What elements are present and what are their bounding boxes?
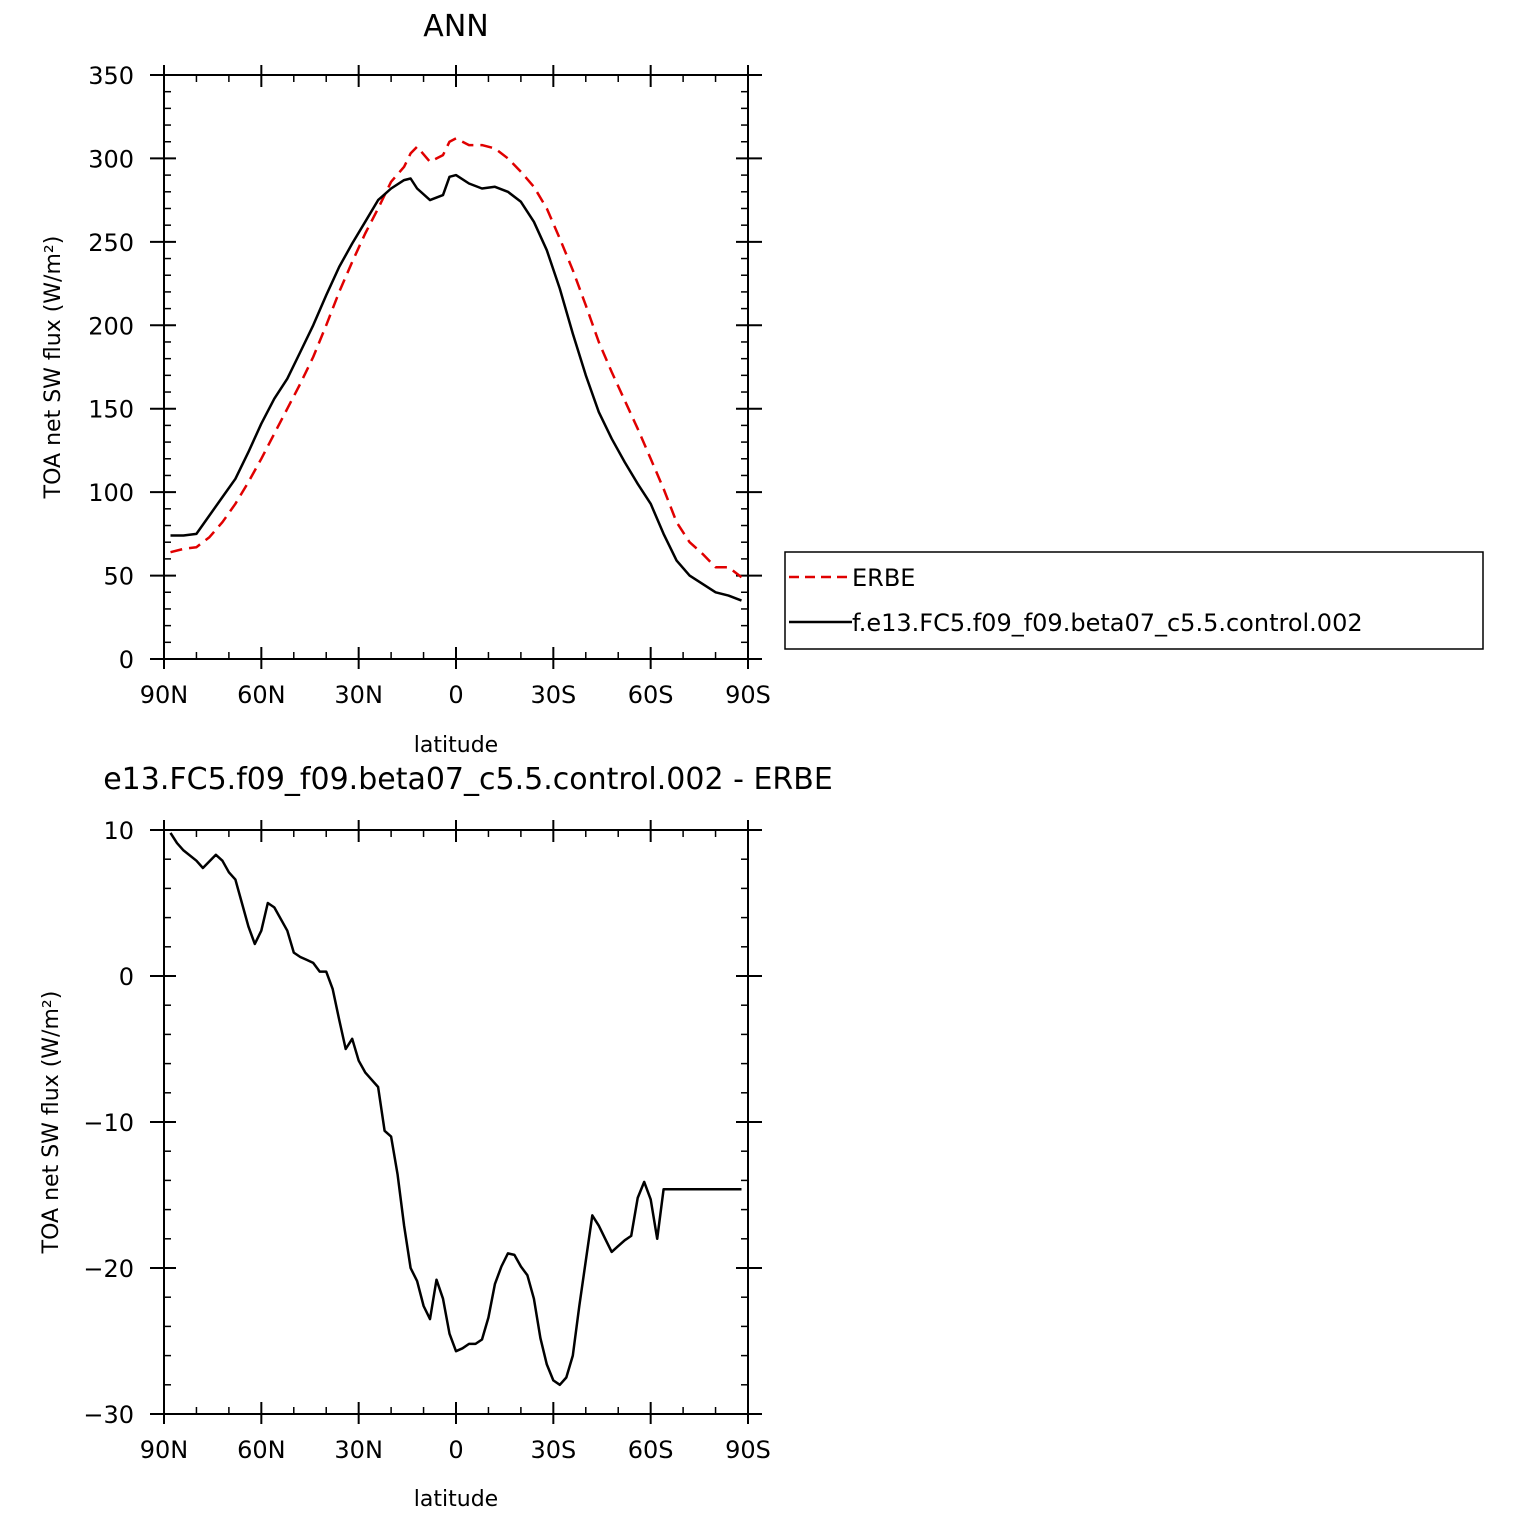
x-tick-label: 30N (334, 681, 383, 709)
bottom-chart-frame (163, 829, 749, 1415)
x-tick-label: 60N (237, 1436, 286, 1464)
x-tick-label: 30S (530, 1436, 576, 1464)
top-series-line-0 (170, 137, 743, 579)
bottom-chart: e13.FC5.f09_f09.beta07_c5.5.control.002 … (39, 762, 833, 1512)
bottom-chart-ticks: 90N 60N 30N 0 30S 60S 90S −30 −20 −10 0 10 (83, 817, 771, 1464)
y-tick-label: 0 (119, 646, 134, 674)
y-tick-label: −30 (83, 1401, 134, 1429)
top-series-line-1 (170, 173, 742, 602)
top-chart-xlabel: latitude (414, 733, 498, 758)
top-chart-series (170, 137, 743, 602)
x-tick-label: 60N (237, 681, 286, 709)
bottom-series-line-0 (169, 832, 742, 1387)
x-tick-label: 90S (725, 681, 771, 709)
top-chart-ylabel: TOA net SW flux (W/m²) (41, 236, 66, 500)
top-chart-frame (163, 74, 749, 660)
y-tick-label: 150 (88, 396, 134, 424)
y-tick-label: 100 (88, 479, 134, 507)
x-tick-label: 0 (448, 1436, 463, 1464)
x-tick-label: 90S (725, 1436, 771, 1464)
y-tick-label: 250 (88, 229, 134, 257)
top-chart-title: ANN (423, 9, 488, 44)
y-tick-label: −10 (83, 1109, 134, 1137)
y-tick-label: 50 (103, 563, 134, 591)
top-chart: ANN 90N 60N 30N 0 30S 60S 90S 0 50 100 150 200 250 30… (41, 9, 771, 758)
bottom-chart-title: e13.FC5.f09_f09.beta07_c5.5.control.002 … (103, 762, 833, 797)
x-tick-label: 60S (628, 1436, 674, 1464)
y-tick-label: 10 (103, 817, 134, 845)
x-tick-label: 90N (140, 681, 189, 709)
bottom-chart-xlabel: latitude (414, 1487, 498, 1512)
y-tick-label: 300 (88, 145, 134, 173)
top-chart-ticks: 90N 60N 30N 0 30S 60S 90S 0 50 100 150 200 250 300 350 (88, 62, 771, 709)
y-tick-label: −20 (83, 1255, 134, 1283)
legend: ERBE f.e13.FC5.f09_f09.beta07_c5.5.contr… (784, 551, 1484, 650)
y-tick-label: 200 (88, 312, 134, 340)
y-tick-label: 0 (119, 963, 134, 991)
y-tick-label: 350 (88, 62, 134, 90)
x-tick-label: 0 (448, 681, 463, 709)
x-tick-label: 30S (530, 681, 576, 709)
bottom-chart-series (169, 832, 742, 1387)
x-tick-label: 90N (140, 1436, 189, 1464)
bottom-chart-ylabel: TOA net SW flux (W/m²) (39, 991, 64, 1255)
x-tick-label: 30N (334, 1436, 383, 1464)
legend-label-erbe: ERBE (852, 564, 915, 592)
legend-box (784, 551, 1484, 650)
legend-label-model: f.e13.FC5.f09_f09.beta07_c5.5.control.00… (852, 609, 1363, 637)
x-tick-label: 60S (628, 681, 674, 709)
